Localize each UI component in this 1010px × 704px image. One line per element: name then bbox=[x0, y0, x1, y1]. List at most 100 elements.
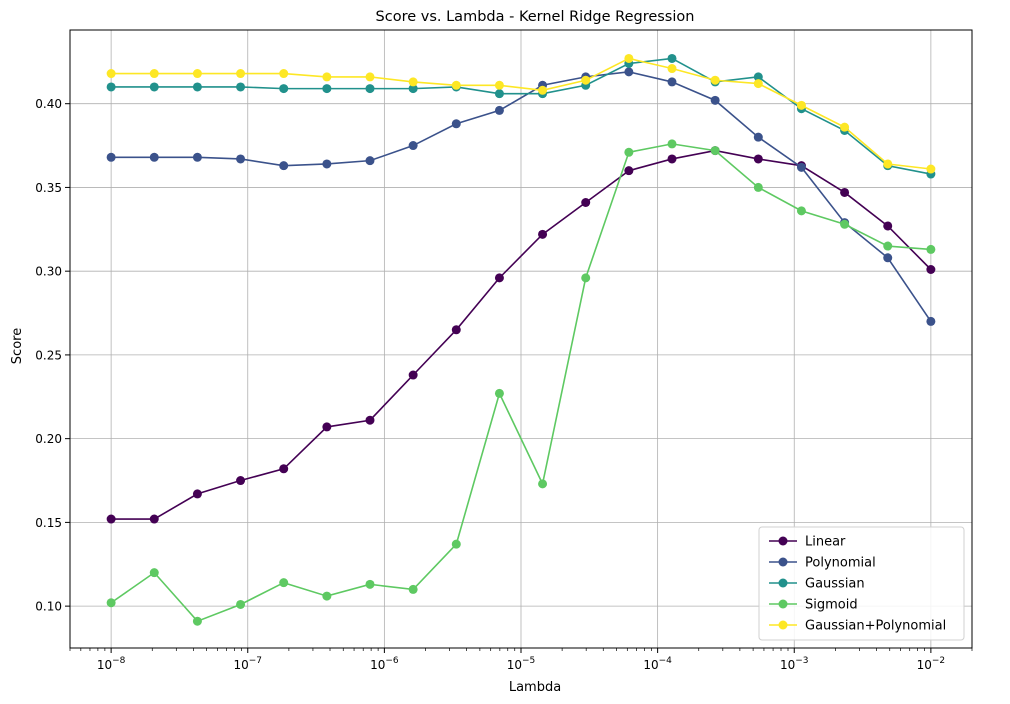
data-point-linear bbox=[365, 415, 375, 425]
x-tick-label: 10−7 bbox=[233, 656, 262, 672]
data-point-sigmoid bbox=[451, 539, 461, 549]
data-point-gaussian-polynomial bbox=[710, 75, 720, 85]
data-point-gaussian bbox=[753, 72, 763, 82]
legend-marker bbox=[778, 578, 788, 588]
data-point-sigmoid bbox=[796, 206, 806, 216]
grid bbox=[70, 30, 972, 648]
series-line-sigmoid bbox=[110, 143, 931, 623]
data-point-sigmoid bbox=[581, 273, 591, 283]
data-point-sigmoid bbox=[926, 244, 936, 254]
data-point-sigmoid bbox=[624, 147, 634, 157]
data-point-sigmoid bbox=[236, 599, 246, 609]
data-point-polynomial bbox=[365, 156, 375, 166]
data-point-sigmoid bbox=[149, 568, 159, 578]
chart-title: Score vs. Lambda - Kernel Ridge Regressi… bbox=[376, 9, 695, 25]
data-point-sigmoid bbox=[494, 388, 504, 398]
y-tick-label: 0.30 bbox=[35, 265, 62, 279]
series-line-linear bbox=[111, 149, 932, 520]
data-point-gaussian-polynomial bbox=[840, 122, 850, 132]
data-point-gaussian-polynomial bbox=[796, 100, 806, 110]
legend-item-polynomial: Polynomial bbox=[769, 556, 876, 571]
data-point-sigmoid bbox=[279, 578, 289, 588]
legend-label: Gaussian+Polynomial bbox=[805, 619, 946, 634]
legend-label: Sigmoid bbox=[805, 598, 858, 613]
legend-label: Linear bbox=[805, 535, 846, 550]
data-point-gaussian bbox=[322, 84, 332, 94]
data-point-gaussian bbox=[667, 53, 677, 63]
x-tick-label: 10−6 bbox=[370, 656, 399, 672]
y-axis-label: Score bbox=[10, 328, 25, 364]
data-point-polynomial bbox=[796, 162, 806, 172]
data-point-gaussian-polynomial bbox=[667, 64, 677, 74]
data-point-gaussian-polynomial bbox=[192, 69, 202, 79]
y-tick-label: 0.15 bbox=[35, 516, 62, 530]
data-point-linear bbox=[279, 464, 289, 474]
x-tick-label: 10−4 bbox=[643, 656, 672, 672]
y-tick-label: 0.10 bbox=[35, 600, 62, 614]
data-point-polynomial bbox=[408, 141, 418, 151]
data-point-sigmoid bbox=[753, 182, 763, 192]
data-point-polynomial bbox=[494, 105, 504, 115]
data-point-linear bbox=[322, 422, 332, 432]
data-point-linear bbox=[494, 273, 504, 283]
data-point-sigmoid bbox=[106, 598, 116, 608]
data-point-linear bbox=[106, 514, 116, 524]
data-point-gaussian bbox=[408, 84, 418, 94]
x-tick-label: 10−5 bbox=[507, 656, 536, 672]
data-point-sigmoid bbox=[538, 479, 548, 489]
data-point-gaussian-polynomial bbox=[538, 85, 548, 95]
data-point-polynomial bbox=[279, 161, 289, 171]
data-point-linear bbox=[581, 198, 591, 208]
legend-marker bbox=[778, 599, 788, 609]
data-point-polynomial bbox=[149, 152, 159, 162]
data-point-gaussian-polynomial bbox=[279, 69, 289, 79]
data-point-polynomial bbox=[322, 159, 332, 169]
series-line-gaussian bbox=[111, 57, 932, 175]
data-point-polynomial bbox=[926, 316, 936, 326]
data-point-gaussian-polynomial bbox=[322, 72, 332, 82]
data-point-linear bbox=[408, 370, 418, 380]
data-point-linear bbox=[451, 325, 461, 335]
x-tick-label: 10−2 bbox=[917, 656, 946, 672]
data-point-linear bbox=[236, 476, 246, 486]
legend-item-linear: Linear bbox=[769, 535, 846, 550]
data-point-gaussian bbox=[494, 89, 504, 99]
data-point-polynomial bbox=[236, 154, 246, 164]
data-point-polynomial bbox=[624, 67, 634, 77]
data-point-polynomial bbox=[753, 132, 763, 142]
data-point-gaussian-polynomial bbox=[624, 53, 634, 63]
data-point-linear bbox=[538, 229, 548, 239]
data-point-gaussian-polynomial bbox=[236, 69, 246, 79]
data-point-gaussian-polynomial bbox=[494, 80, 504, 90]
data-point-gaussian bbox=[365, 84, 375, 94]
data-point-linear bbox=[667, 154, 677, 164]
data-point-linear bbox=[149, 514, 159, 524]
x-tick-label: 10−3 bbox=[780, 656, 809, 672]
series-line-gaussian-polynomial bbox=[111, 57, 931, 170]
data-point-linear bbox=[753, 154, 763, 164]
data-point-polynomial bbox=[106, 152, 116, 162]
data-point-polynomial bbox=[710, 95, 720, 105]
data-point-sigmoid bbox=[710, 146, 720, 156]
series-sigmoid bbox=[106, 139, 936, 626]
y-tick-label: 0.20 bbox=[35, 432, 62, 446]
data-point-gaussian bbox=[106, 82, 116, 92]
legend-item-gaussian-polynomial: Gaussian+Polynomial bbox=[769, 619, 946, 634]
data-point-gaussian bbox=[236, 82, 246, 92]
data-point-polynomial bbox=[192, 152, 202, 162]
series-gaussian bbox=[106, 53, 936, 179]
data-point-linear bbox=[883, 221, 893, 231]
legend-marker bbox=[778, 557, 788, 567]
data-point-gaussian-polynomial bbox=[581, 75, 591, 85]
data-point-gaussian bbox=[149, 82, 159, 92]
legend-marker bbox=[778, 620, 788, 630]
data-point-sigmoid bbox=[883, 241, 893, 251]
y-tick-label: 0.35 bbox=[35, 181, 62, 195]
data-point-gaussian bbox=[279, 84, 289, 94]
x-tick-label: 10−8 bbox=[97, 656, 126, 672]
data-point-sigmoid bbox=[192, 616, 202, 626]
legend-label: Polynomial bbox=[805, 556, 876, 571]
legend-marker bbox=[778, 536, 788, 546]
data-point-sigmoid bbox=[408, 584, 418, 594]
